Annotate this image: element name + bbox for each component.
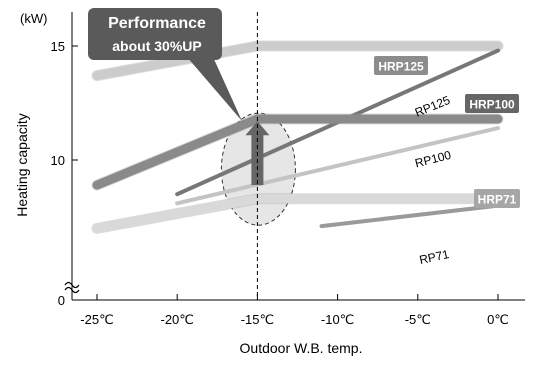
series-layer — [91, 40, 504, 234]
series-badge-hrp100 — [465, 94, 519, 113]
axis-titles: Outdoor W.B. temp. Heating capacity — [14, 113, 362, 356]
callout-line2: about 30%UP — [112, 38, 201, 54]
x-tick-label: -25℃ — [80, 312, 113, 327]
series-label-hrp125: HRP125 — [378, 60, 424, 74]
performance-callout: Performance about 30%UP — [88, 8, 242, 121]
axes: 0 10 15 (kW) -25℃ -20℃ -15℃ -10℃ -5℃ 0℃ — [20, 11, 525, 327]
y-unit-label: (kW) — [20, 11, 47, 26]
x-tick-label: -10℃ — [321, 312, 354, 327]
y-tick-label: 15 — [51, 39, 65, 54]
series-label-hrp71: HRP71 — [478, 193, 517, 207]
series-line-rp100 — [175, 126, 500, 206]
y-axis-break-mark — [64, 286, 80, 294]
series-badge-hrp125 — [374, 56, 428, 75]
series-badge-hrp71 — [474, 189, 520, 208]
y-axis-title: Heating capacity — [14, 113, 30, 217]
series-label-rp71: RP71 — [418, 247, 451, 267]
x-tick-label: 0℃ — [487, 312, 509, 327]
y-axis-break-mark — [64, 281, 80, 289]
x-tick-label: -5℃ — [405, 312, 431, 327]
callout-box — [88, 8, 222, 60]
series-label-rp100: RP100 — [414, 148, 453, 171]
series-line-hrp71 — [92, 194, 503, 233]
arrow-head — [245, 121, 270, 136]
series-label-hrp100: HRP100 — [469, 98, 515, 112]
series-line-hrp125 — [92, 41, 503, 81]
callout-line1: Performance — [108, 15, 206, 32]
x-axis-title: Outdoor W.B. temp. — [240, 340, 363, 356]
x-tick-label: -15℃ — [241, 312, 274, 327]
x-tick-label: -20℃ — [161, 312, 194, 327]
series-line-rp71 — [319, 203, 500, 229]
y-tick-label: 0 — [58, 293, 65, 308]
y-tick-label: 10 — [51, 153, 65, 168]
callout-tail — [187, 57, 242, 121]
